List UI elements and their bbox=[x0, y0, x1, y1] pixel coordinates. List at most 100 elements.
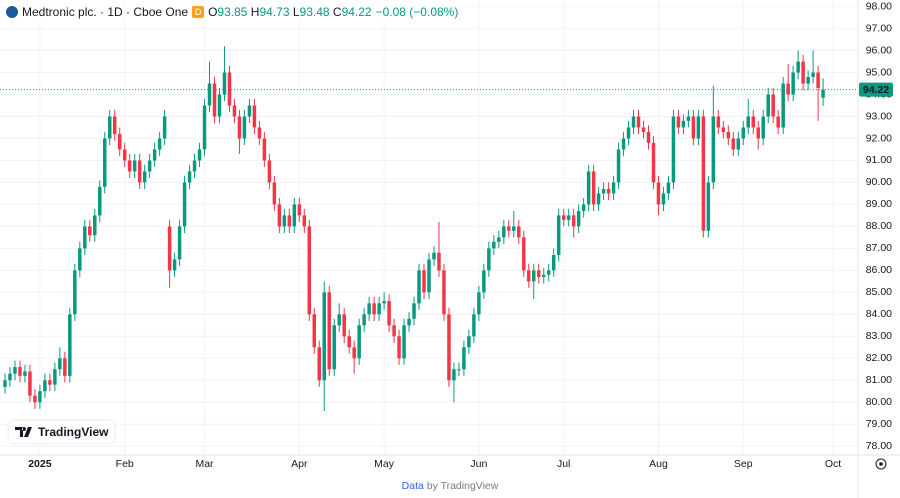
x-tick-label: Oct bbox=[825, 458, 841, 470]
candle-body bbox=[372, 303, 376, 315]
candle-body bbox=[127, 160, 132, 172]
candle-body bbox=[73, 270, 77, 315]
candle-body bbox=[701, 116, 706, 231]
candle-body bbox=[222, 72, 227, 95]
candle-body bbox=[63, 358, 67, 376]
candle-body bbox=[561, 215, 566, 220]
candle-body bbox=[43, 380, 47, 392]
candle-body bbox=[157, 138, 162, 150]
candle-body bbox=[152, 149, 157, 161]
candle-body bbox=[352, 347, 356, 359]
x-tick-label: May bbox=[374, 458, 395, 470]
candle-body bbox=[706, 182, 711, 231]
y-tick-label: 90.00 bbox=[866, 176, 892, 188]
legend: Medtronic plc. · 1D · Cboe One D O93.85 … bbox=[6, 4, 459, 20]
candle-body bbox=[522, 237, 526, 271]
ohlc-label: L bbox=[292, 5, 300, 19]
candle-body bbox=[492, 241, 496, 249]
candle-body bbox=[571, 215, 576, 227]
candle-body bbox=[292, 204, 297, 227]
candle-body bbox=[686, 116, 691, 121]
candle-body bbox=[671, 116, 676, 183]
candle-body bbox=[167, 226, 172, 271]
candle-body bbox=[272, 182, 277, 205]
settings-icon[interactable] bbox=[875, 458, 887, 470]
y-tick-label: 92.00 bbox=[866, 132, 892, 144]
candle-body bbox=[53, 369, 57, 385]
candle-body bbox=[467, 336, 471, 348]
candle-body bbox=[711, 116, 716, 183]
candle-body bbox=[68, 314, 72, 376]
candle-body bbox=[417, 270, 421, 304]
tv-logo[interactable]: TradingView bbox=[9, 421, 115, 443]
candle-body bbox=[402, 325, 406, 359]
x-tick-label: Sep bbox=[734, 458, 753, 470]
candle-body bbox=[182, 182, 187, 227]
y-tick-label: 82.00 bbox=[866, 352, 892, 364]
candle-body bbox=[98, 186, 102, 216]
candle-body bbox=[546, 270, 551, 275]
candle-body bbox=[287, 215, 292, 227]
footer-text: by TradingView bbox=[426, 480, 499, 492]
y-tick-label: 86.00 bbox=[866, 264, 892, 276]
candle-body bbox=[781, 83, 785, 128]
x-tick-label: Aug bbox=[649, 458, 668, 470]
ohlc-value: 93.85 bbox=[217, 5, 248, 19]
candle-body bbox=[342, 314, 346, 337]
ohlc-value: 94.22 bbox=[341, 5, 372, 19]
candle-body bbox=[786, 83, 790, 95]
candle-body bbox=[347, 336, 351, 348]
candle-body bbox=[517, 226, 521, 238]
candle-body bbox=[541, 274, 546, 277]
candle-body bbox=[766, 94, 770, 117]
candle-body bbox=[566, 215, 571, 220]
candle-body bbox=[392, 325, 396, 337]
candle-body bbox=[212, 83, 217, 117]
y-tick-label: 84.00 bbox=[866, 308, 892, 320]
x-tick-label: Jun bbox=[470, 458, 487, 470]
candle-body bbox=[327, 292, 331, 370]
candle-body bbox=[262, 138, 267, 161]
candle-body bbox=[432, 252, 436, 260]
candle-body bbox=[716, 116, 721, 128]
footer-link[interactable]: Data bbox=[401, 480, 424, 492]
x-tick-label: Jul bbox=[557, 458, 570, 470]
candle-body bbox=[726, 131, 731, 139]
y-tick-label: 93.00 bbox=[866, 110, 892, 122]
candle-body bbox=[776, 116, 780, 128]
change: −0.08 (−0.08%) bbox=[375, 5, 459, 19]
candle-body bbox=[377, 303, 381, 315]
candle-body bbox=[641, 127, 646, 132]
candle-body bbox=[227, 72, 232, 106]
y-tick-label: 80.00 bbox=[866, 396, 892, 408]
candle-body bbox=[307, 226, 312, 315]
y-tick-label: 79.00 bbox=[866, 418, 892, 430]
candle-body bbox=[507, 226, 511, 231]
candle-body bbox=[207, 83, 212, 106]
candle-body bbox=[277, 204, 282, 227]
candle-body bbox=[282, 215, 287, 227]
candle-body bbox=[741, 127, 746, 139]
candle-body bbox=[696, 116, 701, 139]
candle-body bbox=[487, 248, 491, 271]
candle-body bbox=[397, 336, 401, 359]
y-tick-label: 81.00 bbox=[866, 374, 892, 386]
ohlc-value: 94.73 bbox=[259, 5, 290, 19]
x-tick-label: Apr bbox=[291, 458, 308, 470]
symbol-title: Medtronic plc. · 1D · Cboe One bbox=[22, 5, 189, 19]
candle-body bbox=[267, 160, 272, 183]
ohlc-label: H bbox=[250, 5, 260, 19]
candle-body bbox=[721, 127, 726, 132]
candle-body bbox=[412, 303, 416, 319]
candle-body bbox=[177, 226, 182, 260]
candle-body bbox=[83, 226, 87, 249]
y-tick-label: 78.00 bbox=[866, 440, 892, 452]
symbol-logo bbox=[6, 6, 18, 18]
candle-body bbox=[691, 116, 696, 139]
candle-body bbox=[23, 371, 27, 376]
y-tick-label: 89.00 bbox=[866, 198, 892, 210]
candle-body bbox=[38, 391, 42, 403]
candle-body bbox=[132, 160, 137, 172]
candle-body bbox=[502, 226, 506, 238]
